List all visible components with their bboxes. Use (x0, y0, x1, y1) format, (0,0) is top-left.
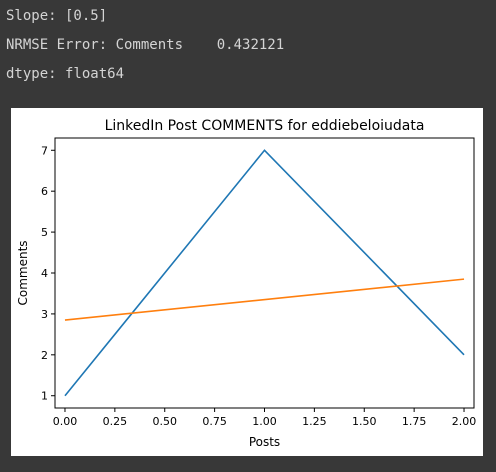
x-tick-label: 1.25 (302, 415, 327, 428)
nrmse-label: NRMSE Error: Comments (6, 37, 184, 53)
x-axis-label: Posts (249, 435, 280, 449)
nrmse-value: 0.432121 (216, 37, 285, 53)
axis-ticks: 0.00 0.25 0.50 0.75 1.00 1.25 1.50 1.75 2.00 1 2 3 4… (41, 144, 476, 428)
nrmse-output: NRMSE Error: Comments 0.432121 (6, 37, 284, 53)
chart-figure: LinkedIn Post COMMENTS for eddiebeloiuda… (11, 108, 483, 456)
plot-area-frame (54, 137, 475, 409)
y-tick-label: 1 (41, 390, 48, 403)
line-chart: LinkedIn Post COMMENTS for eddiebeloiuda… (16, 118, 476, 449)
dtype-output: dtype: float64 (6, 66, 125, 82)
y-tick-label: 2 (41, 349, 48, 362)
x-tick-label: 1.75 (402, 415, 427, 428)
chart-title: LinkedIn Post COMMENTS for eddiebeloiuda… (105, 118, 425, 134)
x-tick-label: 0.75 (202, 415, 227, 428)
y-axis-label: Comments (16, 240, 30, 305)
x-tick-label: 0.00 (53, 415, 78, 428)
y-tick-label: 3 (41, 308, 48, 321)
y-tick-label: 7 (41, 144, 48, 157)
y-tick-label: 4 (41, 267, 48, 280)
nrmse-gap (183, 37, 217, 53)
x-tick-label: 0.25 (103, 415, 128, 428)
y-tick-label: 5 (41, 226, 48, 239)
x-tick-label: 2.00 (452, 415, 477, 428)
y-tick-label: 6 (41, 185, 48, 198)
series-line-2 (64, 278, 465, 321)
slope-output: Slope: [0.5] (6, 8, 108, 24)
x-tick-label: 1.00 (252, 415, 277, 428)
x-tick-label: 1.50 (352, 415, 377, 428)
x-tick-label: 0.50 (152, 415, 177, 428)
series-lines (64, 149, 465, 397)
